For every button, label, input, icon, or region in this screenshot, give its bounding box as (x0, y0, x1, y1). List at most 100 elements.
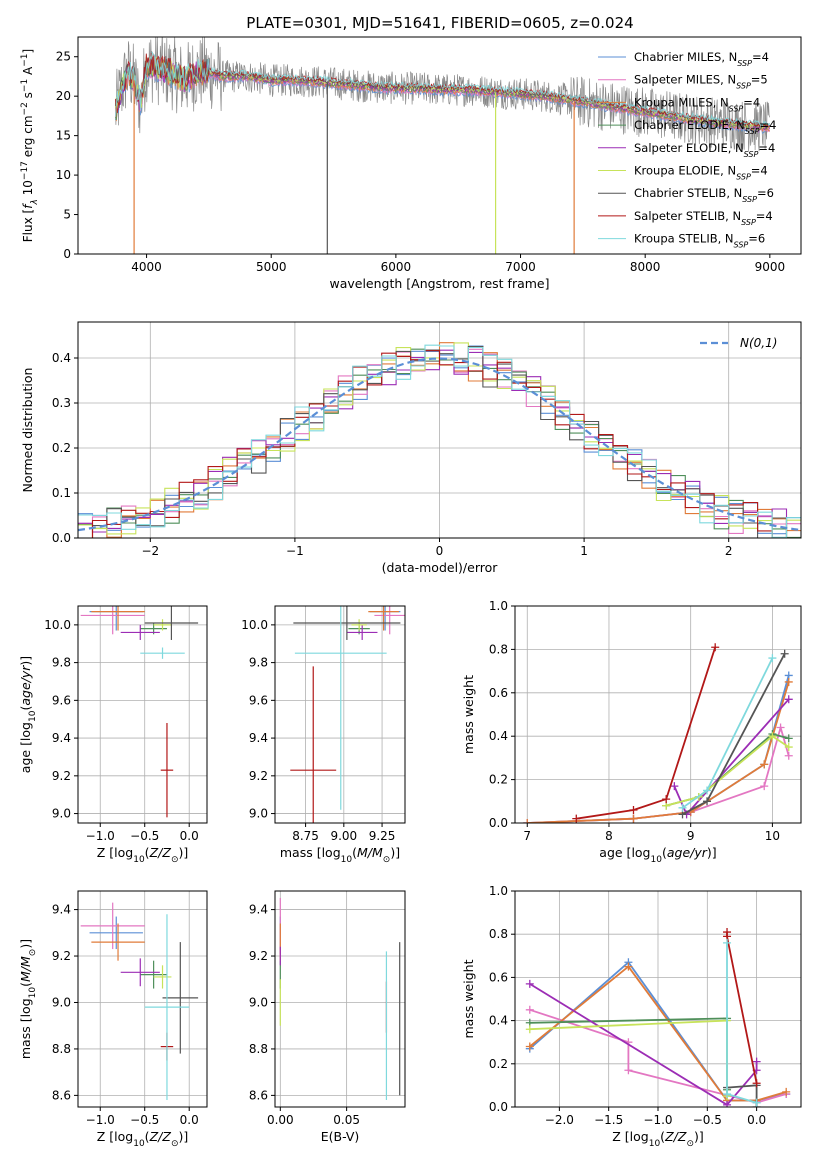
histogram-step-salpeter-stelib (78, 350, 801, 538)
weight-marker (782, 1087, 791, 1096)
x-tick-label: 6000 (381, 260, 412, 274)
plot-area (80, 902, 199, 1101)
weight-marker (678, 803, 687, 812)
model-line-salpeter-stelib (114, 52, 770, 128)
errorbar-kroupa-stelib (144, 914, 190, 1101)
weight-line-salpeter-elodie (529, 983, 758, 1106)
x-tick-label: −2 (141, 544, 159, 558)
x-tick-label: 0.00 (267, 1113, 294, 1127)
errorbar-chabrier-stelib (144, 606, 199, 640)
legend-label: Kroupa STELIB, NSSP=6 (634, 232, 765, 250)
weight-marker (776, 723, 785, 732)
histogram-step-kroupa-stelib (78, 344, 801, 538)
x-tick-label: −1.0 (643, 1113, 672, 1127)
legend-label: Kroupa MILES, NSSP=4 (634, 95, 760, 113)
errorbar-salpeter-stelib (290, 666, 337, 823)
x-tick-label: −0.5 (693, 1113, 722, 1127)
errorbar-kroupa-miles (91, 923, 145, 961)
weight-line-salpeter-stelib (726, 932, 758, 1084)
y-tick-label: 25 (56, 50, 71, 64)
y-tick-label: 10.0 (44, 618, 71, 632)
weight-marker (523, 819, 532, 823)
y-tick-label: 9.0 (52, 807, 71, 821)
y-tick-label: 0.6 (489, 970, 508, 984)
y-axis-label: Flux [fλ 10−17 erg cm−2 s−1 A−1] (20, 49, 40, 242)
x-tick-label: 7000 (505, 260, 536, 274)
figure-title: PLATE=0301, MJD=51641, FIBERID=0605, z=0… (246, 14, 633, 32)
errorbar-chabrier-stelib (293, 606, 401, 640)
x-tick-label: 9000 (755, 260, 786, 274)
errorbar-kroupa-stelib (294, 606, 387, 810)
x-tick-label: 8 (605, 829, 613, 843)
errorbar-chabrier-miles (89, 916, 143, 950)
errorbar-chabrier-stelib (162, 942, 199, 1054)
x-tick-label: 10 (765, 829, 780, 843)
x-tick-label: 0.05 (333, 1113, 360, 1127)
errorbar-kroupa-miles (368, 606, 399, 631)
axes: 4000 5000 6000 7000 8000 9000 0 5 10 15 20 25 (56, 36, 802, 274)
legend: Chabrier MILES, NSSP=4 Salpeter MILES, NS… (598, 50, 776, 249)
y-tick-label: 9.8 (249, 656, 268, 670)
weight-marker (752, 1057, 761, 1066)
legend: N(0,1) (700, 336, 777, 350)
weight-marker (711, 643, 720, 652)
weight-line-kroupa-elodie (665, 735, 790, 807)
errorbar-kroupa-stelib (140, 647, 185, 659)
y-tick-label: 9.2 (52, 769, 71, 783)
x-tick-label: 0.0 (180, 1113, 199, 1127)
x-tick-label: 0.0 (747, 1113, 766, 1127)
weight-marker (780, 649, 789, 658)
y-tick-label: 9.4 (249, 903, 268, 917)
model-line-kroupa-stelib (114, 51, 771, 128)
legend-label: Chabrier STELIB, NSSP=6 (634, 186, 774, 204)
mass-vs-ebv-panel: 0.00 0.05 8.6 8.8 9.0 9.2 9.4 E(B-V) (249, 890, 406, 1144)
y-tick-label: 10 (56, 168, 71, 182)
x-axis-label: (data-model)/error (382, 560, 499, 575)
gaussian-reference-line (78, 357, 801, 532)
x-tick-label: −1.0 (86, 829, 115, 843)
x-tick-label: −1 (286, 544, 304, 558)
y-tick-label: 0.4 (52, 351, 71, 365)
mass-vs-metallicity-panel: −1.0 −0.5 0.0 8.6 8.8 9.0 9.2 9.4 Z [log10(Z/Z⊙)… (18, 890, 208, 1149)
y-axis-label: mass [log10(M/M⊙)] (18, 939, 38, 1059)
x-tick-label: 5000 (256, 260, 287, 274)
x-axis-label: Z [log10(Z/Z⊙)] (612, 1129, 704, 1149)
y-tick-label: 5 (63, 208, 71, 222)
y-tick-label: 0.4 (489, 729, 508, 743)
y-tick-label: 0.6 (489, 686, 508, 700)
errorbar-salpeter-elodie (120, 624, 160, 640)
y-tick-label: 9.6 (249, 693, 268, 707)
axes: 0.00 0.05 8.6 8.8 9.0 9.2 9.4 (249, 890, 406, 1127)
weight-marker (760, 760, 769, 769)
y-axis-label: mass weight (461, 675, 476, 754)
y-tick-label: 9.6 (52, 693, 71, 707)
weight-marker (752, 1098, 761, 1107)
errorbar-salpeter-elodie (120, 958, 160, 987)
y-tick-label: 0.1 (52, 486, 71, 500)
x-tick-label: 9.00 (330, 829, 357, 843)
weight-marker (784, 743, 793, 752)
axes: −1.0 −0.5 0.0 9.0 9.2 9.4 9.6 9.8 10.0 (44, 605, 208, 843)
x-tick-label: 9 (687, 829, 695, 843)
y-tick-label: 0.8 (489, 927, 508, 941)
model-line-kroupa-elodie (114, 55, 771, 129)
weight-marker (784, 677, 793, 686)
x-tick-label: 7 (523, 829, 531, 843)
x-tick-label: 8000 (630, 260, 661, 274)
errorbar-kroupa-elodie (153, 965, 172, 989)
weight-line-salpeter-miles (527, 724, 790, 823)
y-tick-label: 0.0 (489, 1100, 508, 1114)
weight-marker (629, 805, 638, 814)
weight-marker (624, 1066, 633, 1075)
y-tick-label: 9.0 (249, 807, 268, 821)
y-tick-label: 8.8 (52, 1042, 71, 1056)
errorbar-salpeter-miles (80, 606, 145, 635)
plot-area (80, 606, 199, 818)
weight-marker (723, 938, 732, 947)
y-tick-label: 1.0 (489, 599, 508, 613)
y-tick-label: 9.4 (52, 731, 71, 745)
residual-histogram-panel: −2 −1 0 1 2 0.0 0.1 0.2 0.3 0.4 (data-model)/error… (20, 321, 802, 575)
legend-label: Chabrier MILES, NSSP=4 (634, 50, 769, 68)
weight-marker (662, 795, 671, 804)
